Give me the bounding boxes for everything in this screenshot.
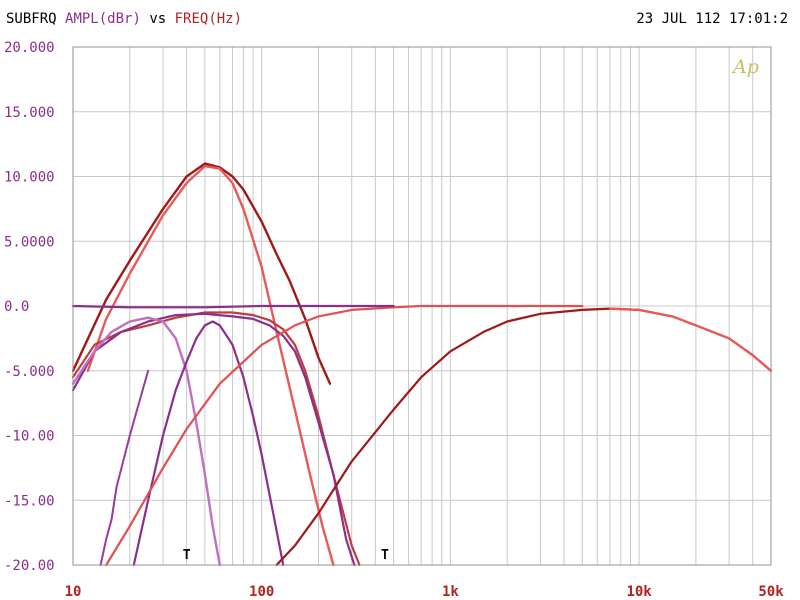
header-vs: vs — [149, 11, 167, 27]
y-tick-label: -5.000 — [4, 364, 55, 380]
series-line-2 — [86, 164, 335, 567]
marker-label: T — [183, 548, 191, 563]
x-tick-label: 10k — [626, 584, 652, 600]
ap-logo: Ap — [731, 56, 759, 78]
y-tick-label: 15.000 — [4, 105, 55, 121]
y-axis: 20.000 15.000 10.000 5.0000 0.0 -5.000 -10.00 -… — [4, 40, 55, 574]
header-prefix: SUBFRQ — [6, 11, 57, 27]
y-tick-label: -20.00 — [4, 558, 55, 574]
y-tick-label: 0.0 — [4, 299, 29, 315]
y-tick-label: 20.000 — [4, 40, 55, 56]
timestamp: 23 JUL 112 17:01:2 — [636, 11, 788, 27]
x-tick-label: 50k — [758, 584, 784, 600]
series-line-5 — [71, 316, 222, 567]
series-line-8 — [105, 304, 584, 567]
series-line-6 — [132, 320, 285, 567]
header-ylabel: AMPL(dBr) — [65, 11, 141, 27]
chart-header: SUBFRQ AMPL(dBr) vs FREQ(Hz) — [6, 11, 242, 27]
y-tick-label: 10.000 — [4, 170, 55, 186]
x-tick-label: 10 — [65, 584, 82, 600]
curves — [71, 162, 773, 567]
plot-frame — [72, 46, 772, 566]
y-tick-label: 5.0000 — [4, 234, 55, 250]
header-xlabel: FREQ(Hz) — [174, 11, 243, 27]
y-tick-label: -15.00 — [4, 493, 55, 509]
series-line-11 — [608, 307, 773, 372]
series-line-7 — [99, 369, 150, 566]
x-axis: 10 100 1k 10k 50k — [65, 584, 785, 600]
y-tick-label: -10.00 — [4, 429, 55, 445]
x-tick-label: 1k — [442, 584, 459, 600]
marker-label: T — [381, 548, 389, 563]
x-tick-label: 100 — [249, 584, 274, 600]
series-line-4 — [71, 312, 356, 567]
series-line-9 — [71, 304, 395, 309]
